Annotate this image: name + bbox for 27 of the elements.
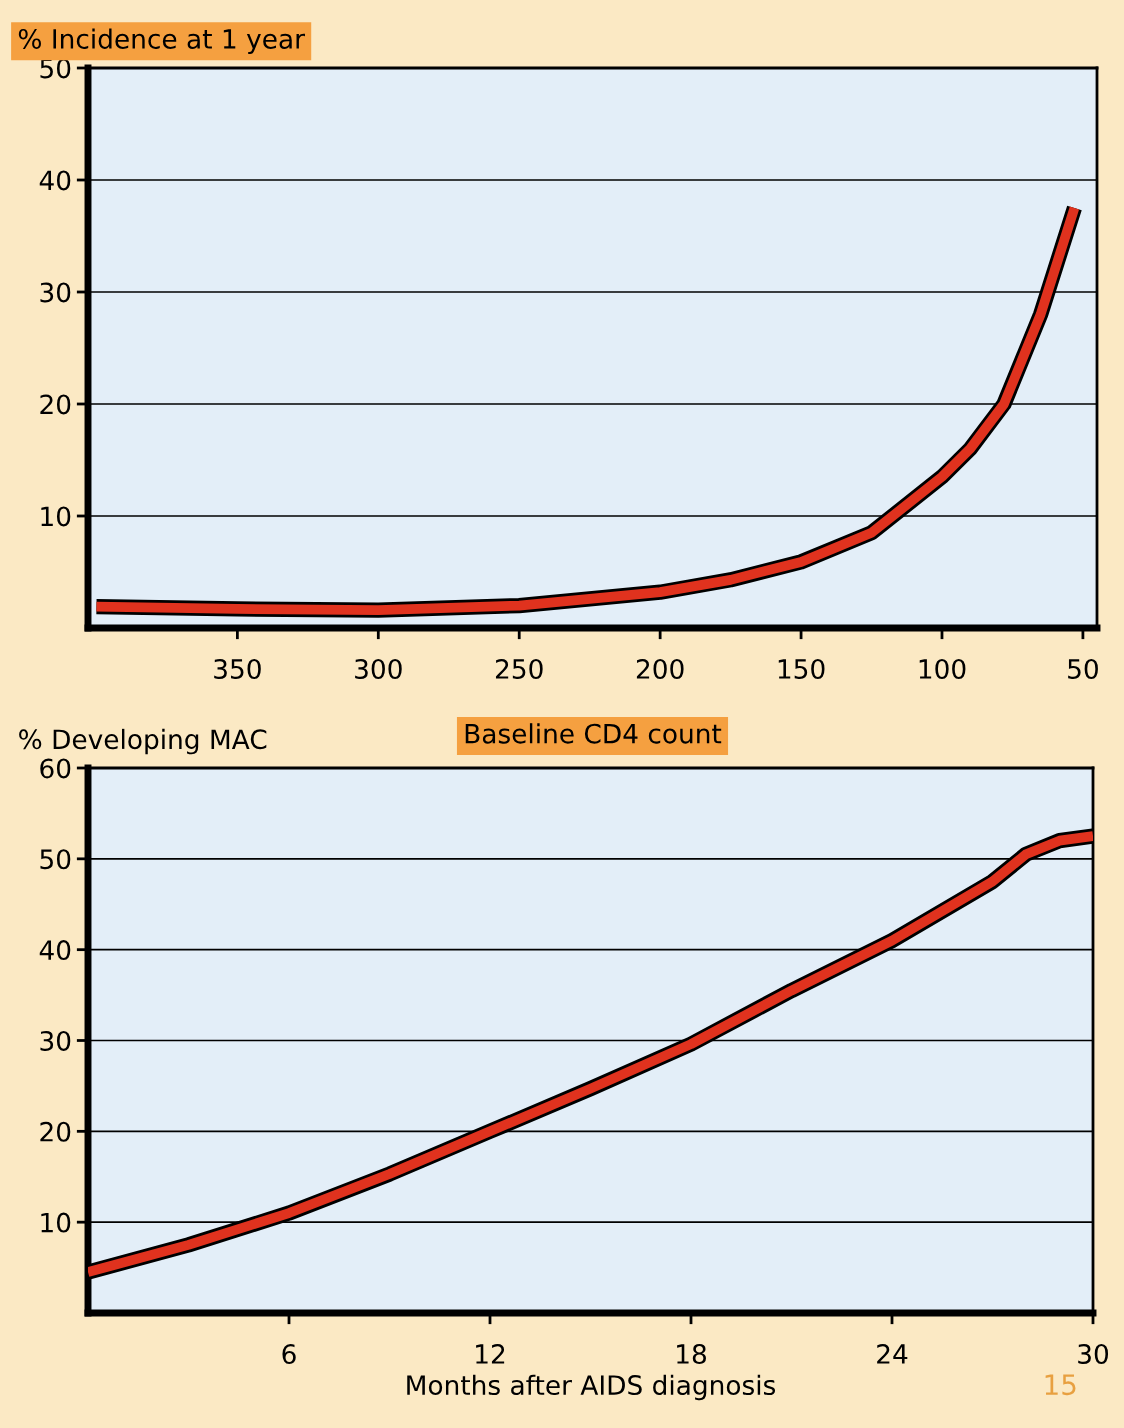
y-tick-label: 20 xyxy=(40,1121,71,1142)
y-tick-label: 10 xyxy=(41,506,71,527)
x-tick-label: 300 xyxy=(355,659,402,679)
y-tick-label: 60 xyxy=(40,758,71,779)
x-tick-label: 6 xyxy=(282,1344,296,1364)
y-tick-label: 50 xyxy=(40,849,71,870)
x-axis-title: Baseline CD4 count xyxy=(465,723,722,744)
x-tick-label: 150 xyxy=(778,659,825,679)
text: 15 xyxy=(1045,1374,1076,1396)
y-axis-title: % Developing MAC xyxy=(19,728,267,755)
x-tick-label: 100 xyxy=(919,659,966,679)
y-tick-label: 40 xyxy=(39,170,71,191)
y-tick-label: 30 xyxy=(40,1030,71,1051)
x-axis-title: Months after AIDS diagnosis xyxy=(407,1374,776,1401)
y-tick-label: 40 xyxy=(39,940,71,961)
x-tick-label: 250 xyxy=(495,659,543,679)
y-tick-label: 10 xyxy=(41,1212,71,1233)
x-tick-label: 30 xyxy=(1078,1344,1109,1364)
x-tick-label: 18 xyxy=(677,1344,706,1364)
y-tick-label: 20 xyxy=(40,394,71,415)
y-tick-label: 30 xyxy=(40,282,71,303)
x-tick-label: 50 xyxy=(1068,659,1098,679)
x-tick-label: 12 xyxy=(476,1344,505,1364)
x-tick-label: 24 xyxy=(877,1344,908,1364)
y-axis-title: % Incidence at 1 year xyxy=(18,28,305,54)
x-tick-label: 200 xyxy=(636,659,684,679)
x-tick-label: 350 xyxy=(214,659,261,679)
